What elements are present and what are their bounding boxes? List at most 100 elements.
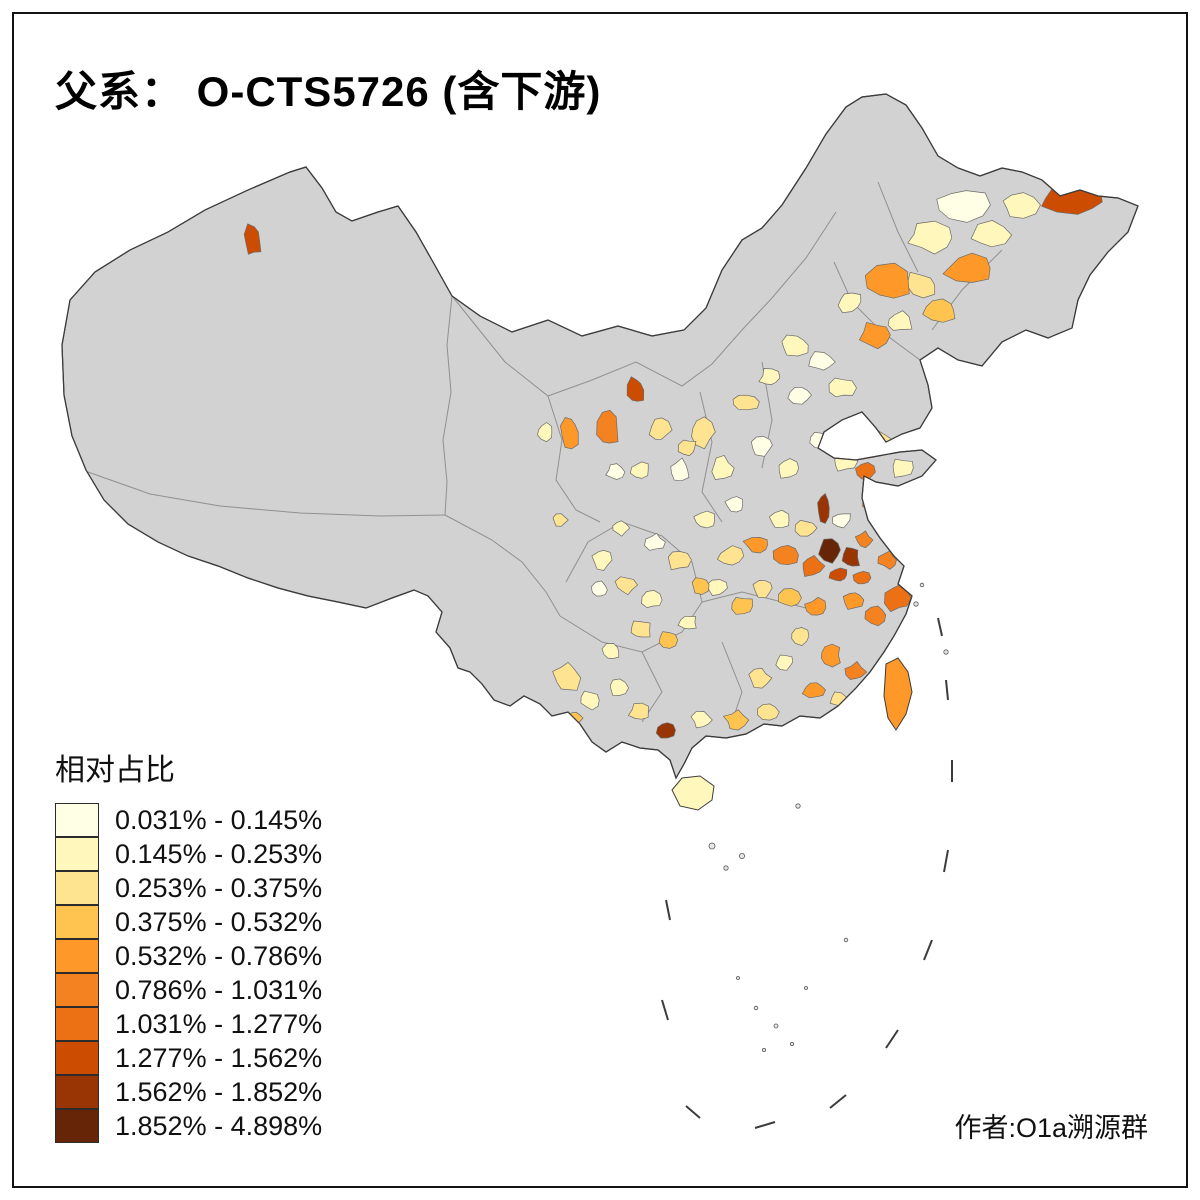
legend-row: 1.031% - 1.277% (55, 1007, 322, 1041)
map-region (801, 682, 827, 699)
map-region (691, 416, 716, 450)
map-region (677, 615, 697, 630)
map-region (794, 519, 818, 537)
legend-swatch (55, 1041, 99, 1075)
legend-swatch (55, 973, 99, 1007)
map-title: 父系： O-CTS5726 (含下游) (55, 68, 602, 115)
map-region (742, 537, 768, 554)
map-region (614, 576, 639, 596)
map-region (601, 643, 620, 659)
map-region (751, 436, 773, 457)
map-region (864, 262, 910, 299)
map-region (605, 463, 626, 480)
legend-title: 相对占比 (55, 754, 175, 787)
map-region (552, 661, 582, 691)
map-region (772, 545, 799, 566)
map-region (828, 377, 857, 398)
map-region (560, 416, 579, 450)
map-region (591, 549, 613, 571)
map-region (880, 520, 908, 540)
map-region (842, 592, 865, 610)
map-region (828, 567, 848, 582)
map-region (942, 252, 991, 283)
map-region (804, 596, 827, 616)
legend-swatch (55, 837, 99, 871)
legend-label: 1.277% - 1.562% (115, 1042, 323, 1073)
map-region (670, 457, 690, 482)
map-region (590, 580, 608, 597)
legend-label: 0.145% - 0.253% (115, 838, 323, 869)
map-region (775, 654, 794, 671)
legend-swatch (55, 905, 99, 939)
map-region (716, 545, 745, 566)
legend-row: 1.852% - 4.898% (55, 1109, 322, 1143)
map-region (802, 554, 826, 577)
map-region (691, 577, 710, 595)
map-region (630, 620, 651, 638)
legend: 相对占比 0.031% - 0.145% 0.145% - 0.253% 0.253… (55, 745, 322, 1143)
map-region (862, 489, 890, 513)
map-region (609, 678, 630, 697)
map-region (907, 220, 953, 255)
map-region (844, 660, 868, 680)
map-region (791, 627, 810, 646)
map-region (552, 513, 569, 527)
map-region (748, 667, 773, 689)
map-region (970, 220, 1013, 248)
map-region (1002, 192, 1041, 219)
legend-swatch (55, 871, 99, 905)
map-region (731, 597, 754, 615)
map-region (612, 520, 631, 537)
legend-row: 0.031% - 0.145% (55, 803, 322, 837)
small-islands (708, 582, 949, 1053)
legend-label: 1.031% - 1.277% (115, 1008, 323, 1039)
map-region (648, 417, 673, 440)
legend-rows: 0.031% - 0.145% 0.145% - 0.253% 0.253% - 0… (55, 803, 322, 1143)
map-region (724, 496, 743, 513)
map-region (677, 439, 697, 457)
legend-row: 0.375% - 0.532% (55, 905, 322, 939)
map-region (778, 588, 802, 607)
map-region (630, 461, 649, 479)
map-region (627, 702, 649, 720)
taiwan-island (883, 657, 913, 731)
map-region (887, 310, 913, 331)
map-region (644, 532, 666, 551)
map-region (626, 376, 645, 402)
map-region (936, 190, 991, 223)
map-region (580, 690, 600, 711)
hainan-island (671, 775, 715, 811)
map-region (892, 458, 914, 478)
legend-swatch (55, 1109, 99, 1143)
mainland-outline (61, 93, 1139, 780)
legend-swatch (55, 939, 99, 973)
legend-row: 0.145% - 0.253% (55, 837, 322, 871)
map-region (667, 551, 692, 571)
legend-swatch (55, 1075, 99, 1109)
map-region (752, 580, 773, 599)
map-region (781, 334, 809, 357)
map-region (818, 538, 841, 564)
legend-row: 1.277% - 1.562% (55, 1041, 322, 1075)
map-region (690, 711, 713, 729)
legend-swatch (55, 1007, 99, 1041)
map-region (832, 513, 851, 529)
nine-dash-line (661, 617, 953, 1129)
map-region (768, 509, 790, 529)
map-region (820, 643, 841, 668)
map-region (864, 605, 887, 627)
legend-label: 0.375% - 0.532% (115, 906, 323, 937)
prefecture-regions (243, 187, 1103, 739)
legend-label: 0.532% - 0.786% (115, 940, 323, 971)
map-region (758, 368, 781, 385)
map-region (787, 386, 812, 405)
map-region (722, 709, 750, 731)
map-region (711, 454, 735, 480)
map-region (852, 571, 872, 585)
map-region (808, 351, 836, 371)
legend-label: 1.562% - 1.852% (115, 1076, 323, 1107)
legend-label: 0.786% - 1.031% (115, 974, 323, 1005)
map-region (778, 458, 800, 479)
map-region (655, 722, 676, 739)
